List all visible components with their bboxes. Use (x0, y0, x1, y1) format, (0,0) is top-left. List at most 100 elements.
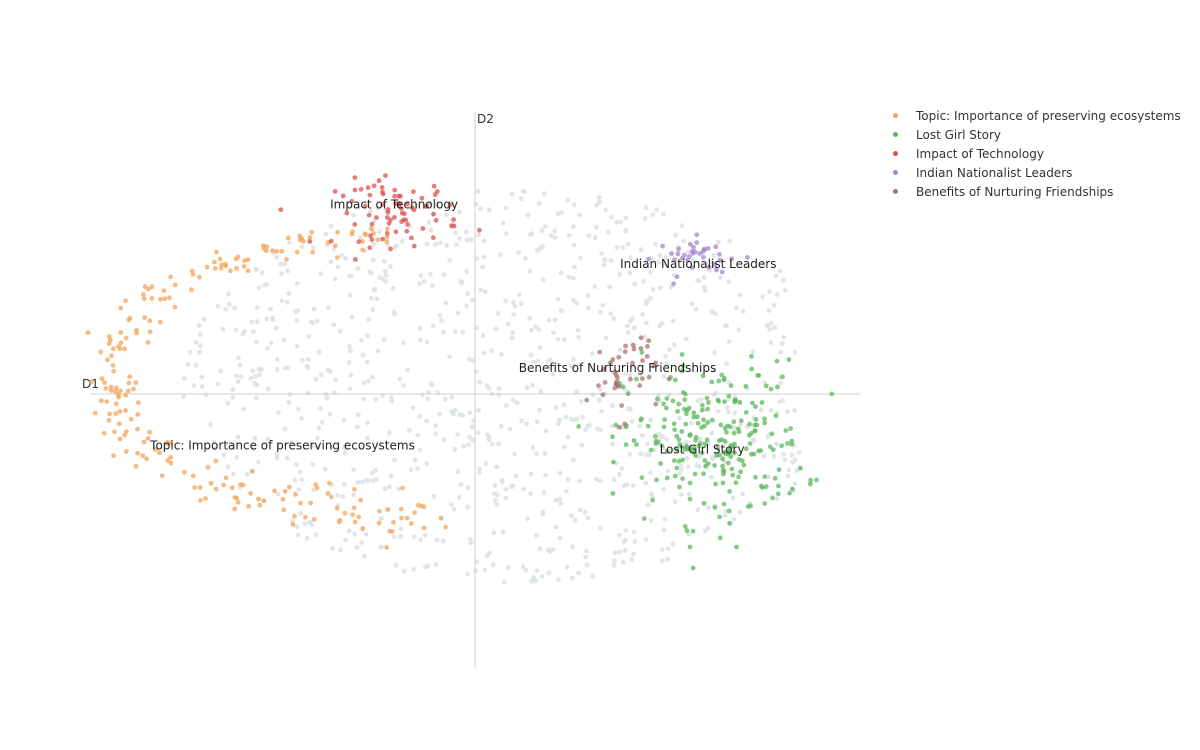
series-point (701, 501, 707, 506)
background-point (299, 416, 304, 422)
background-point (585, 515, 591, 521)
series-point (762, 474, 768, 480)
background-point (365, 478, 371, 484)
legend-item[interactable]: Topic: Importance of preserving ecosyste… (884, 106, 1196, 125)
background-point (663, 354, 668, 359)
background-point (415, 466, 420, 471)
background-point (775, 292, 780, 297)
series-point (212, 259, 217, 265)
background-point (608, 311, 614, 316)
background-point (661, 374, 667, 379)
series-point (374, 215, 379, 220)
background-point (279, 271, 285, 276)
series-point (780, 374, 785, 380)
background-point (731, 425, 737, 431)
background-point (660, 434, 666, 439)
background-point (355, 266, 361, 271)
series-point (714, 453, 719, 458)
series-point (401, 217, 406, 223)
series-point (144, 456, 150, 462)
series-point (112, 429, 117, 435)
cluster-label: Indian Nationalist Leaders (620, 257, 776, 271)
background-point (760, 294, 766, 299)
background-point (509, 335, 515, 341)
legend-item[interactable]: Benefits of Nurturing Friendships (884, 182, 1196, 201)
background-point (411, 566, 416, 572)
background-point (531, 359, 536, 365)
background-point (460, 412, 465, 418)
series-point (773, 413, 779, 419)
legend-item[interactable]: Impact of Technology (884, 144, 1196, 163)
series-point (709, 379, 715, 385)
background-point (768, 408, 774, 413)
background-point (632, 539, 638, 544)
background-point (461, 444, 467, 449)
legend-item[interactable]: Lost Girl Story (884, 125, 1196, 144)
background-point (553, 405, 559, 410)
series-point (676, 401, 682, 407)
series-point (814, 477, 819, 483)
series-point (639, 475, 645, 480)
background-point (447, 258, 453, 263)
background-point (417, 447, 423, 453)
series-point (680, 368, 686, 373)
background-point (654, 207, 660, 213)
background-point (268, 340, 274, 346)
background-point (726, 409, 731, 415)
background-point (492, 482, 498, 488)
background-point (643, 480, 649, 486)
series-point (684, 411, 689, 417)
series-point (118, 340, 124, 346)
series-point (732, 450, 737, 456)
series-point (646, 338, 652, 344)
background-point (629, 419, 635, 424)
background-point (661, 486, 667, 492)
background-point (265, 436, 271, 442)
series-point (622, 421, 628, 427)
background-point (530, 382, 535, 388)
series-point (118, 305, 124, 311)
background-point (359, 540, 364, 545)
background-point (401, 383, 406, 388)
series-point (660, 243, 665, 249)
background-point (355, 480, 361, 485)
series-point (664, 448, 670, 454)
background-point (585, 423, 591, 429)
series-point (743, 410, 749, 415)
series-point (235, 254, 241, 260)
series-point (123, 298, 128, 304)
series-point (352, 486, 357, 492)
background-point (572, 264, 578, 270)
background-point (284, 299, 290, 305)
background-point (378, 516, 384, 521)
background-point (661, 527, 667, 533)
background-point (550, 371, 556, 377)
background-point (533, 324, 538, 329)
series-point (287, 484, 292, 490)
series-point (172, 282, 178, 288)
legend-item[interactable]: Indian Nationalist Leaders (884, 163, 1196, 182)
background-point (773, 273, 779, 279)
series-point (376, 520, 382, 526)
background-point (778, 381, 783, 386)
background-point (792, 349, 798, 355)
background-point (590, 392, 596, 398)
series-point (385, 507, 391, 512)
background-point (709, 309, 715, 315)
background-point (504, 231, 509, 236)
background-point (597, 199, 602, 205)
background-point (252, 374, 258, 380)
background-point (709, 430, 715, 436)
series-point (248, 491, 254, 496)
background-point (437, 411, 443, 417)
series-point (172, 304, 178, 310)
series-point (674, 465, 680, 471)
background-point (504, 403, 509, 408)
series-point (431, 211, 436, 217)
cluster-label: Topic: Importance of preserving ecosyste… (149, 439, 415, 453)
series-point (400, 485, 405, 491)
background-point (434, 202, 440, 207)
series-point (695, 420, 701, 426)
background-point (463, 229, 469, 235)
background-point (715, 239, 721, 245)
